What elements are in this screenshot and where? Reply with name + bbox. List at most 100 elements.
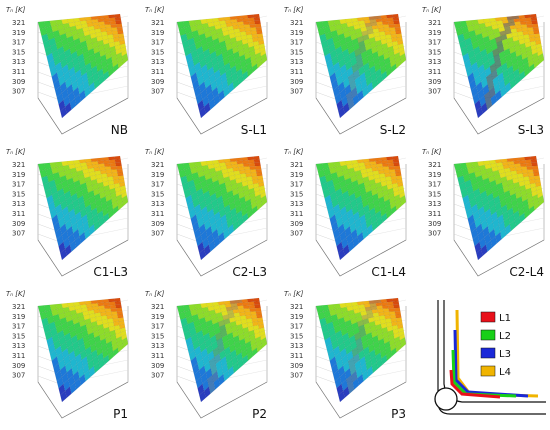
surface-cell [389,314,397,319]
z-tick-label: 307 [290,88,303,96]
surface-cell [247,298,254,303]
surface-cell [253,159,261,164]
z-tick-label: 307 [290,230,303,238]
surface-shadow-cell [370,306,378,311]
surface-cell [242,163,250,167]
panel-label: S-L1 [241,123,267,137]
surface-cell [381,18,388,22]
surface-cell [395,30,402,35]
surface-shadow-cell [497,45,505,54]
surface-cell [103,160,110,164]
surface-cell [388,307,395,312]
surface-cell [250,311,257,316]
grid-line [37,375,61,385]
surface-shadow-cell [354,332,361,341]
z-tick-label: 311 [151,210,164,218]
surface-cell [519,160,526,164]
z-tick-label: 311 [151,352,164,360]
surface-cell [393,162,400,167]
z-tick-label: 321 [151,303,164,311]
surface-cell [395,314,402,319]
surface-cell [242,302,249,306]
surface-cell [520,24,528,29]
surface-shadow-cell [357,320,364,327]
surface-cell [526,165,533,170]
surface-cell [383,27,391,32]
z-tick-label: 313 [428,200,441,208]
z-tick-label: 309 [151,362,164,370]
z-tick-label: 321 [12,161,25,169]
surface-cell [389,311,396,316]
surface-cell [110,165,117,170]
surface-cell [395,172,402,177]
legend-label: L3 [499,349,511,360]
grid-line [315,375,339,385]
surface-cell [108,301,116,306]
z-tick-label: 313 [12,58,25,66]
surface-shadow-cell [496,40,503,49]
surface-cell [252,13,260,18]
surface-cell [389,169,396,174]
z-tick-label: 313 [151,58,164,66]
surface-cell [386,159,394,164]
z-tick-label: 309 [151,78,164,86]
surface-cell [250,172,258,177]
surface-cell [525,20,533,25]
surface-shadow-cell [229,300,237,304]
z-tick-label: 319 [12,29,25,37]
surface-shadow-cell [346,91,353,103]
surface-shadow-cell [366,310,373,315]
z-tick-label: 321 [151,161,164,169]
z-tick-label: 321 [290,303,303,311]
surface-cell [383,311,391,316]
surface-cell [383,169,391,174]
surface-cell [527,27,534,32]
z-tick-label: 315 [290,332,303,340]
surface-cell [111,30,119,35]
z-tick-label: 309 [428,78,441,86]
surface-cell [531,162,538,167]
grid-line [176,91,200,101]
surface-cell [254,307,262,312]
surface-cell [111,169,118,174]
surface-cell [247,159,255,164]
surface-cell [386,301,394,306]
z-tick-label: 321 [12,303,25,311]
floor-edge [315,97,407,135]
surface-shadow-cell [353,353,360,365]
z-tick-label: 319 [12,313,25,321]
panel-label: S-L2 [380,123,406,137]
surface-cell [255,168,263,173]
surface-shadow-cell [489,87,496,99]
surface-cell [247,301,255,306]
panel-label: P3 [391,407,406,421]
surface-shadow-cell [357,59,364,70]
surface-cell [105,169,113,174]
surface-cell [117,314,124,319]
floor-edge [315,381,407,419]
surface-cell [103,305,111,309]
surface-cell [103,21,111,25]
surface-mesh [315,155,407,261]
surface-shadow-cell [485,98,493,110]
surface-cell [252,297,260,302]
z-tick-label: 307 [12,372,25,380]
surface-cell [382,166,390,171]
z-tick-label: 309 [290,78,303,86]
surface-cell [113,13,121,18]
z-axis-label: Tₙ [K] [422,6,442,14]
surface-cell [394,310,402,315]
surface-shadow-cell [351,62,359,74]
surface-shadow-cell [368,16,376,20]
floor-edge [37,239,129,277]
surface-cell [386,17,394,22]
surface-shadow-cell [349,364,357,376]
z-tick-label: 319 [290,29,303,37]
surface-shadow-cell [359,329,367,338]
surface-cell [530,17,538,22]
surface-shadow-cell [353,69,360,81]
panel-label: C2-L3 [232,265,267,279]
surface-mesh [176,155,268,261]
surface-cell [110,23,117,28]
